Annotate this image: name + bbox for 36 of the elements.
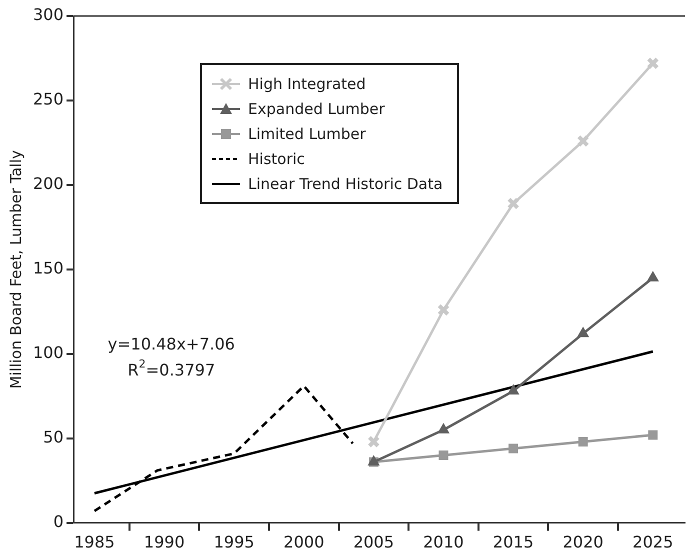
point xyxy=(508,384,519,395)
legend-label: Linear Trend Historic Data xyxy=(248,174,443,192)
x-tick-label: 1995 xyxy=(214,532,254,552)
point xyxy=(508,444,518,454)
x-tick-label: 2010 xyxy=(423,532,464,552)
y-tick-label: 250 xyxy=(32,90,64,109)
annotation: y=10.48x+7.06 xyxy=(108,334,235,354)
x-tick-label: 1985 xyxy=(74,532,115,552)
y-tick-label: 150 xyxy=(32,258,64,278)
legend-label: Historic xyxy=(248,150,305,168)
y-tick-label: 100 xyxy=(32,343,64,362)
point xyxy=(646,57,660,70)
point xyxy=(576,134,590,148)
y-tick-label: 300 xyxy=(32,5,64,24)
legend-label: Limited Lumber xyxy=(248,124,366,142)
x-tick-label: 2020 xyxy=(562,532,604,552)
point xyxy=(648,430,658,440)
x-tick-label: 2005 xyxy=(353,532,394,552)
point xyxy=(367,435,380,448)
legend-label: Expanded Lumber xyxy=(248,100,385,118)
point xyxy=(437,304,450,316)
x-tick-label: 1990 xyxy=(144,532,185,552)
point xyxy=(438,423,450,434)
y-tick-label: 50 xyxy=(43,427,64,446)
point xyxy=(438,450,448,460)
x-tick-label: 2025 xyxy=(632,532,674,552)
point xyxy=(578,436,588,446)
x-tick-label: 2015 xyxy=(492,532,534,552)
legend-label: High Integrated xyxy=(248,74,366,92)
y-axis-title: Million Board Feet, Lumber Tally xyxy=(6,150,25,389)
y-tick-label: 200 xyxy=(32,174,64,194)
point xyxy=(507,197,520,210)
x-tick-label: 2000 xyxy=(284,532,324,552)
point xyxy=(577,327,589,338)
y-tick-label: 0 xyxy=(53,512,64,531)
point xyxy=(647,271,659,282)
